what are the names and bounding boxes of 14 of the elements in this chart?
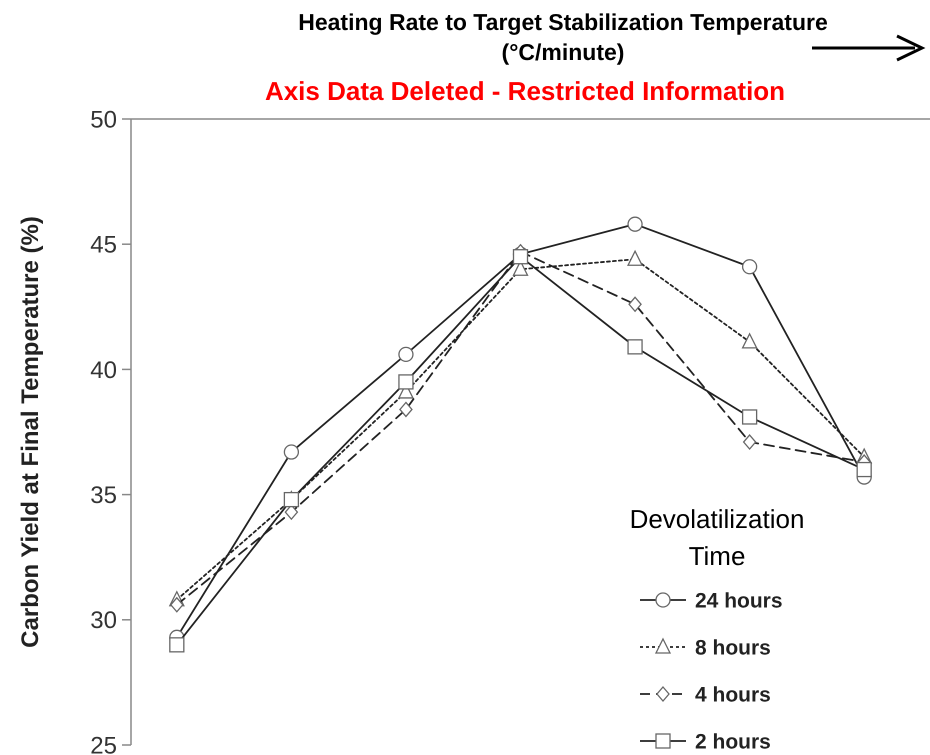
legend-label: 2 hours [695, 730, 771, 754]
y-tick-label: 35 [90, 482, 117, 509]
y-tick-label: 30 [90, 607, 117, 634]
legend-label: 4 hours [695, 683, 771, 706]
y-axis-title: Carbon Yield at Final Temperature (%) [17, 216, 44, 648]
y-tick-label: 50 [90, 106, 117, 134]
legend-title: Devolatilization Time [630, 504, 804, 571]
text: Axis Data Deleted - Restricted Information [264, 76, 786, 106]
legend-label: 24 hours [695, 589, 783, 612]
y-tick-label: 45 [90, 232, 117, 259]
x-axis-title: Heating Rate to Target Stabilization Temperature (°C/minute) [298, 9, 828, 65]
y-tick-label: 40 [90, 356, 117, 384]
legend-label: 8 hours [695, 636, 771, 660]
y-tick-label: 25 [90, 732, 117, 755]
